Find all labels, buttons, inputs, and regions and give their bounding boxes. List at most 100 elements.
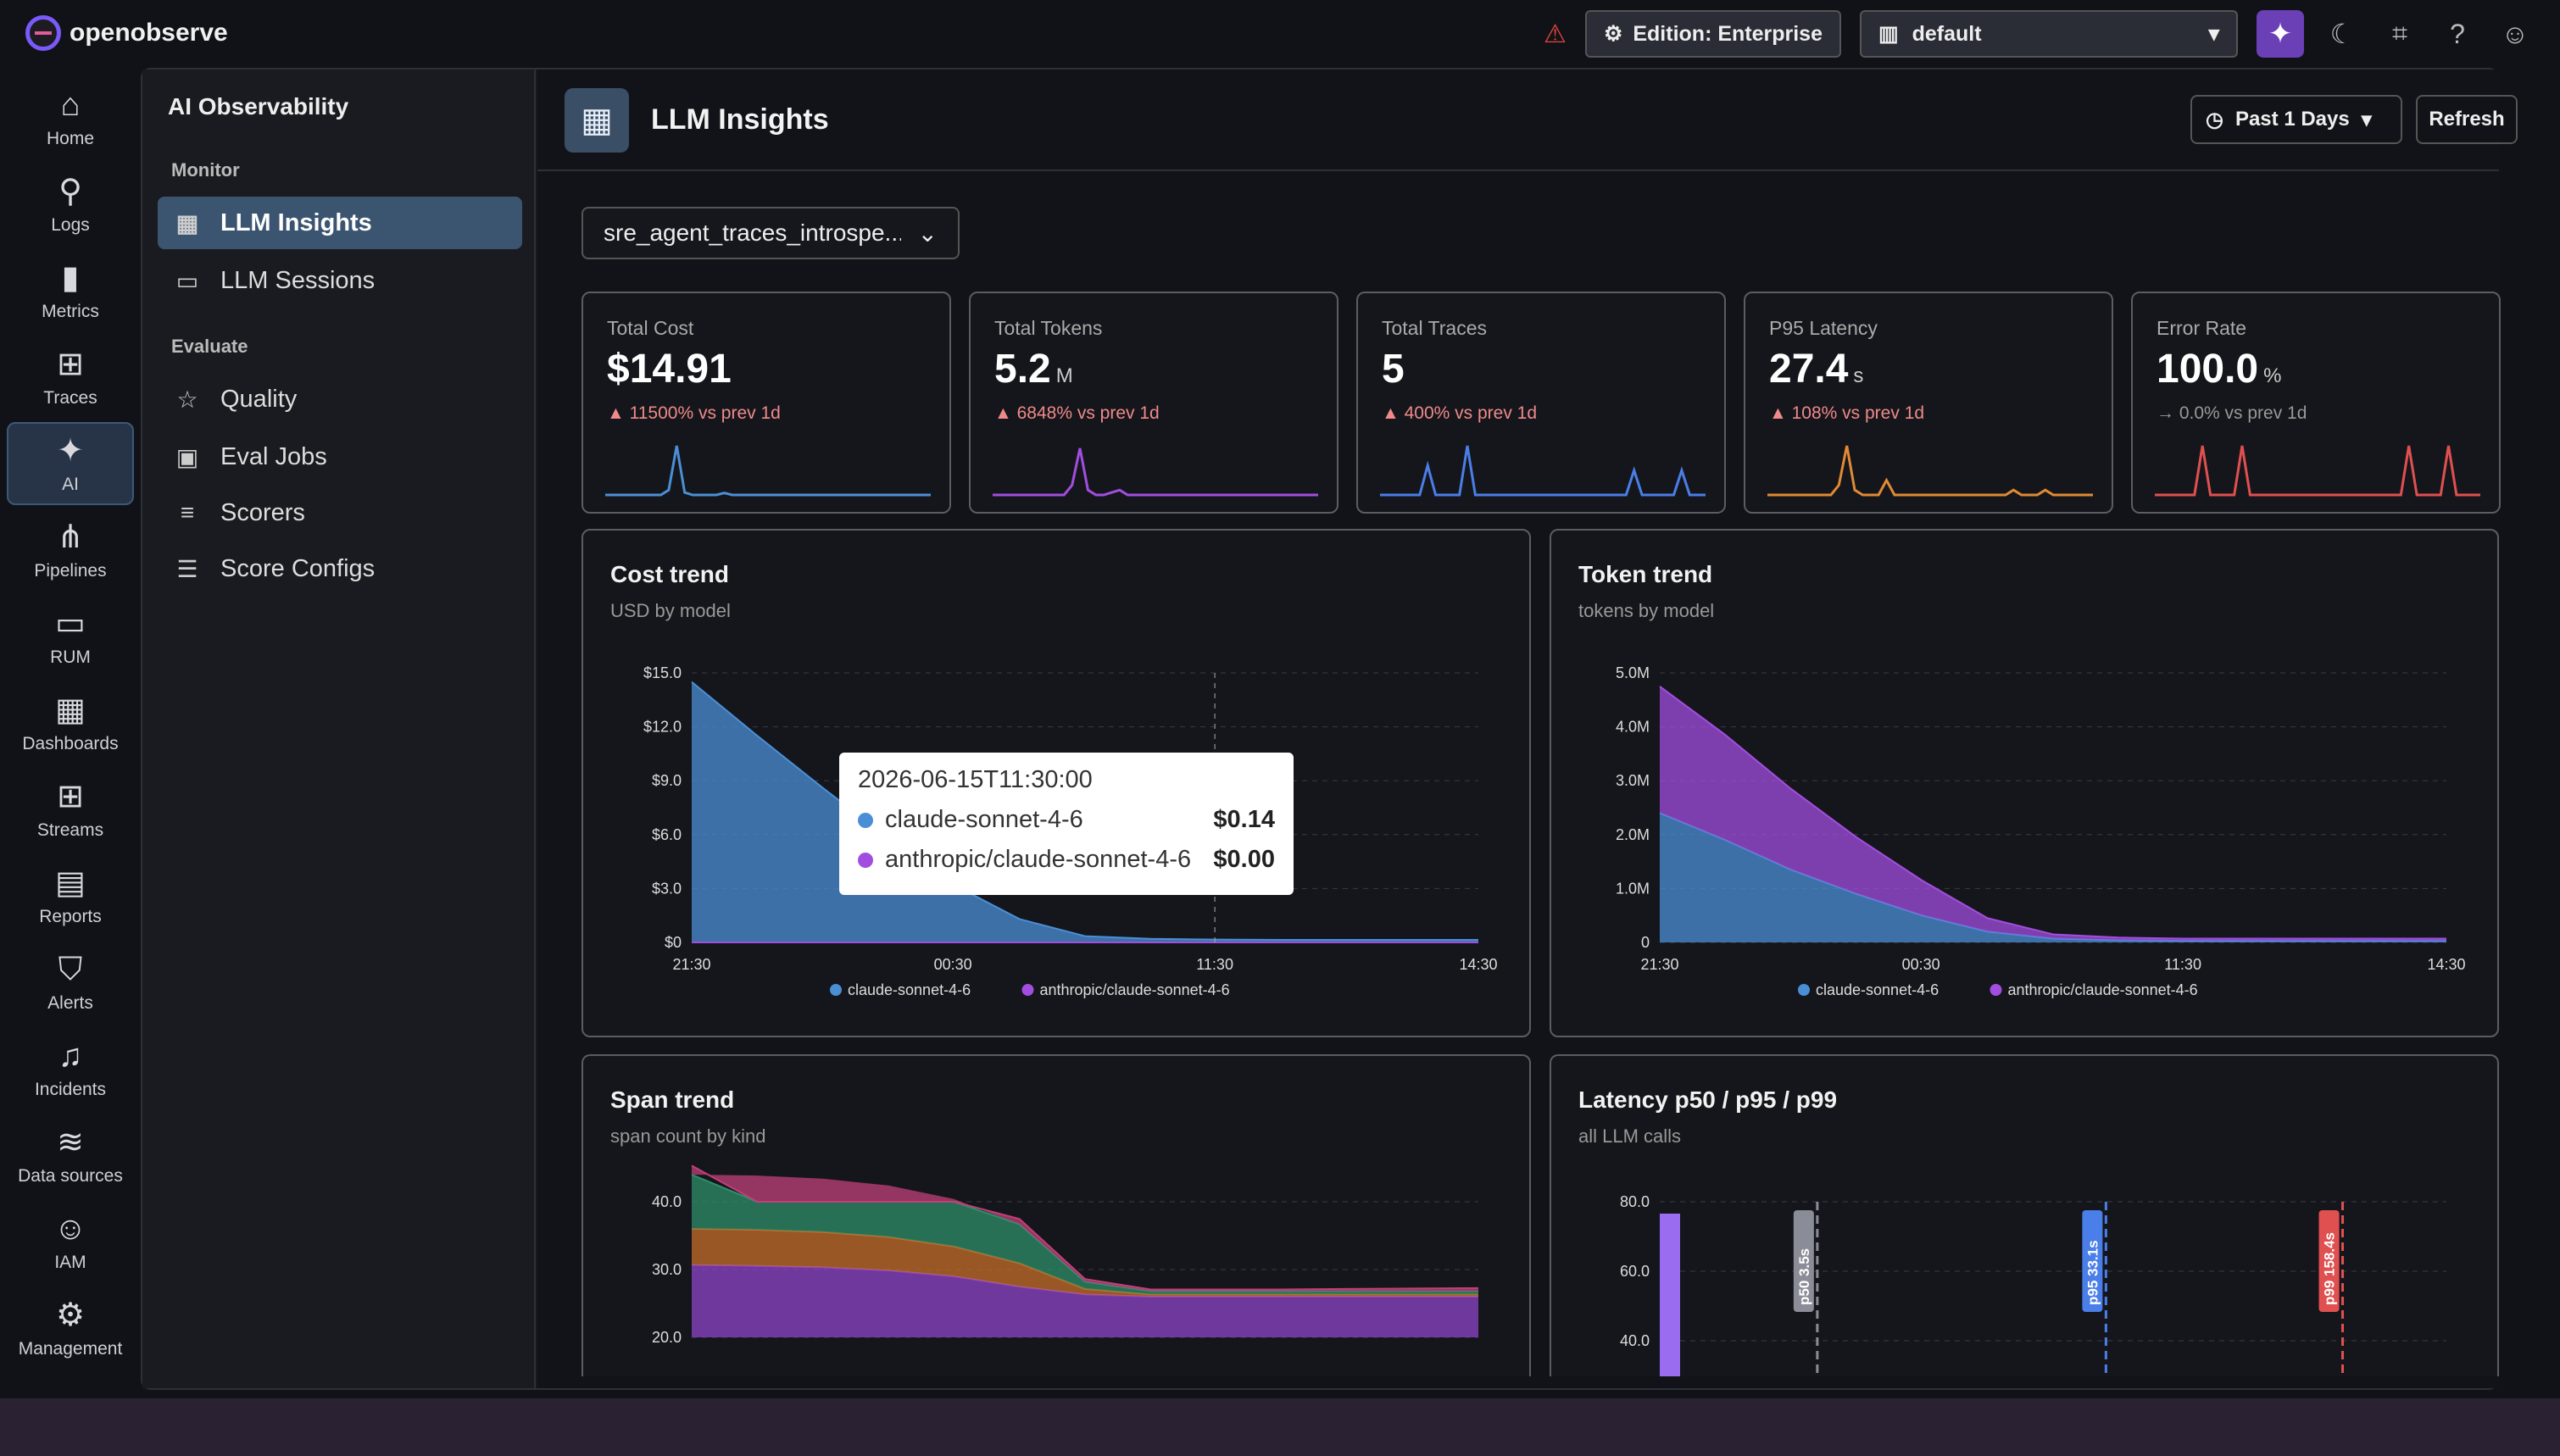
kpi-card-error-rate: Error Rate 100.0% → 0.0% vs prev 1d [2131, 292, 2501, 514]
nav-item-management[interactable]: ⚙ Management [7, 1287, 134, 1370]
logo-mark-icon [25, 15, 61, 51]
kpi-label: Total Cost [607, 317, 694, 339]
nav-item-iam[interactable]: ☺ IAM [7, 1200, 134, 1283]
moon-icon[interactable]: ☾ [2329, 19, 2355, 49]
legend-label: anthropic/claude-sonnet-4-6 [2008, 981, 2198, 998]
latency-chart[interactable]: 80.0 60.0 40.0 p50 3.5s p95 33.1s p99 158.4s [1551, 1056, 2499, 1376]
nav-item-metrics[interactable]: ▮ Metrics [7, 249, 134, 332]
span-chart[interactable]: 40.0 30.0 20.0 [583, 1056, 1531, 1376]
nav-item-logs[interactable]: ⚲ Logs [7, 163, 134, 246]
tooltip-series-name: claude-sonnet-4-6 [885, 806, 1083, 833]
grid-icon: ▦ [175, 209, 199, 236]
building-icon: ▥ [1878, 22, 1899, 46]
chart-title: Span trend [610, 1086, 735, 1113]
kpi-card-total-cost: Total Cost $14.91 ▲ 11500% vs prev 1d [582, 292, 951, 514]
chart-title: Token trend [1578, 561, 1713, 587]
nav-label: Dashboards [22, 734, 119, 753]
nav-item-data-sources[interactable]: ≋ Data sources [7, 1114, 134, 1197]
nav-item-reports[interactable]: ▤ Reports [7, 854, 134, 937]
subnav-item-label: LLM Sessions [220, 266, 376, 294]
content-panel: AI Observability Monitor Evaluate ▦ LLM I… [141, 68, 2518, 1390]
chevron-down-icon: ▾ [2208, 22, 2219, 46]
subnav-title: AI Observability [168, 93, 349, 119]
series-line [691, 1164, 1479, 1291]
legend-swatch [830, 984, 842, 996]
subnav-item-llm-insights[interactable]: ▦ LLM Insights [158, 197, 522, 249]
nav-item-traces[interactable]: ⊞ Traces [7, 336, 134, 419]
nav-label: Incidents [34, 1080, 107, 1099]
legend-label: claude-sonnet-4-6 [848, 981, 971, 998]
subnav-item-eval-jobs[interactable]: ▣ Eval Jobs [158, 431, 522, 483]
ai-assistant-button[interactable]: ✦ [2257, 10, 2304, 58]
subnav-item-label: Quality [220, 385, 298, 413]
latency-bar[interactable] [1660, 1214, 1680, 1376]
x-tick-label: 11:30 [1196, 956, 1233, 973]
latency-marker-tag [1793, 1210, 1814, 1312]
warning-icon[interactable]: ⚠ [1544, 19, 1567, 48]
ai-subnav: AI Observability Monitor Evaluate ▦ LLM I… [142, 69, 536, 1388]
latency-marker-label: p50 3.5s [1796, 1248, 1812, 1305]
subnav-item-score-configs[interactable]: ☰ Score Configs [158, 542, 522, 595]
chat-icon: ▭ [175, 267, 199, 294]
nav-label: Traces [43, 388, 97, 408]
time-range-label: Past 1 Days [2234, 108, 2350, 131]
nav-item-rum[interactable]: ▭ RUM [7, 595, 134, 678]
area-series[interactable] [692, 1165, 1478, 1292]
stream-selector[interactable]: sre_agent_traces_introspe... ⌄ [582, 207, 960, 259]
subnav-item-llm-sessions[interactable]: ▭ LLM Sessions [158, 254, 522, 307]
nav-item-home[interactable]: ⌂ Home [7, 76, 134, 159]
brand-logo[interactable]: openobserve [25, 15, 228, 51]
tooltip-time: 2026-06-15T11:30:00 [858, 766, 1093, 793]
tooltip-row: claude-sonnet-4-6 $0.14 [858, 806, 1275, 834]
brand-name: openobserve [70, 19, 228, 47]
area-series[interactable] [692, 1229, 1478, 1297]
legend-label: claude-sonnet-4-6 [1816, 981, 1939, 998]
bell-icon: ♫ [58, 1038, 83, 1074]
nav-item-alerts[interactable]: ⛉ Alerts [7, 941, 134, 1024]
area-series[interactable] [1660, 813, 2446, 942]
legend-swatch [1798, 984, 1810, 996]
sparkline-path [993, 447, 1318, 497]
sliders-icon: ☰ [176, 555, 198, 582]
user-icon[interactable]: ☺ [2501, 18, 2529, 49]
nav-item-dashboards[interactable]: ▦ Dashboards [7, 681, 134, 764]
token-chart[interactable]: 5.0M 4.0M 3.0M 2.0M 1.0M 0 21:30 00:30 11:30 14:3… [1551, 531, 2499, 1037]
slack-icon[interactable]: ⌗ [2391, 18, 2408, 48]
kpi-unit: M [1055, 364, 1073, 387]
page-title: LLM Insights [651, 103, 829, 136]
area-series[interactable] [1660, 686, 2446, 942]
sparkline-path [1767, 445, 2093, 497]
bottom-strip [0, 1398, 2560, 1456]
y-tick-label: $15.0 [643, 664, 682, 681]
edition-button[interactable]: ⚙ Edition: Enterprise [1584, 10, 1841, 58]
database-icon: ≋ [57, 1125, 84, 1160]
legend-swatch [1021, 984, 1034, 996]
y-tick-label: 1.0M [1616, 880, 1650, 897]
nav-item-ai[interactable]: ✦ AI [7, 422, 134, 505]
stream-value: sre_agent_traces_introspe... [604, 220, 901, 246]
subnav-item-quality[interactable]: ☆ Quality [158, 373, 522, 425]
x-tick-label: 21:30 [672, 956, 710, 973]
chart-subtitle: tokens by model [1578, 600, 1715, 621]
y-tick-label: 40.0 [652, 1193, 682, 1210]
x-tick-label: 11:30 [2164, 956, 2201, 973]
nav-item-incidents[interactable]: ♫ Incidents [7, 1027, 134, 1110]
time-range-picker[interactable]: ◷ Past 1 Days ▾ [2190, 95, 2402, 144]
refresh-button[interactable]: Refresh [2416, 95, 2518, 144]
subnav-item-scorers[interactable]: ≡ Scorers [158, 486, 522, 539]
chart-subtitle: all LLM calls [1578, 1125, 1682, 1147]
y-tick-label: $0 [665, 934, 682, 951]
help-icon[interactable]: ? [2450, 18, 2465, 49]
shield-icon: ⛉ [58, 952, 83, 987]
area-series[interactable] [692, 1264, 1478, 1337]
nav-label: Alerts [47, 993, 93, 1013]
org-selector[interactable]: ▥ default ▾ [1860, 10, 2238, 58]
nav-item-streams[interactable]: ⊞ Streams [7, 768, 134, 851]
report-icon: ▤ [55, 865, 86, 901]
nav-item-pipelines[interactable]: ⋔ Pipelines [7, 508, 134, 592]
kpi-delta: ▲ 108% vs prev 1d [1769, 403, 1925, 423]
bar-chart-icon: ▮ [61, 260, 80, 296]
kpi-value: $14.91 [607, 346, 737, 392]
calendar-icon: ▣ [175, 443, 199, 470]
area-series[interactable] [692, 1175, 1478, 1295]
